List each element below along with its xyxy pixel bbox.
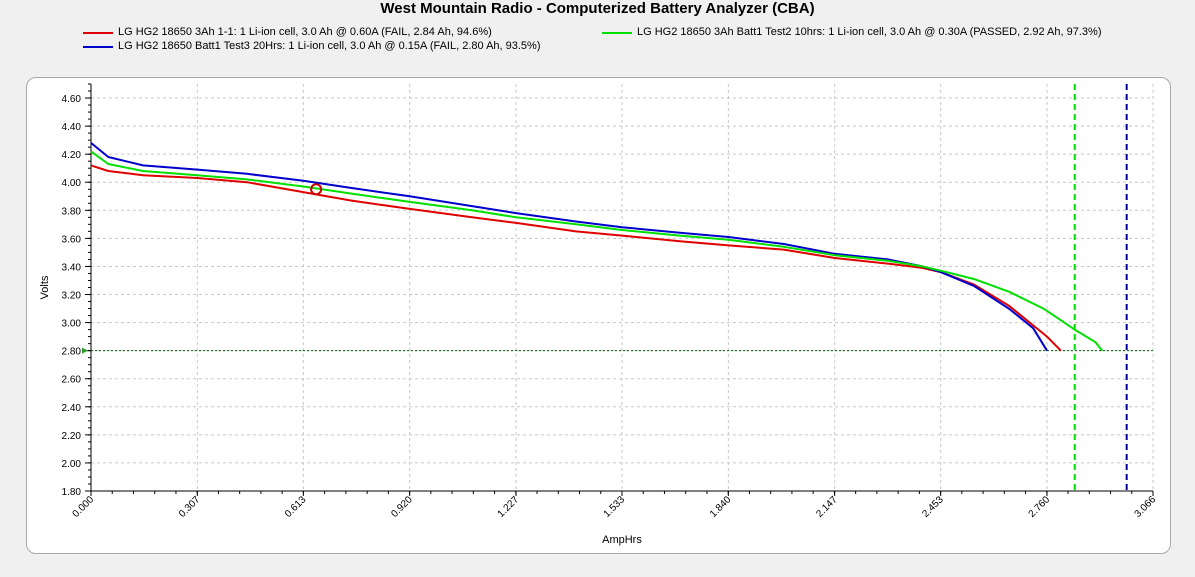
x-tick-label: 2.147 — [814, 494, 840, 520]
x-axis-title: AmpHrs — [602, 534, 642, 546]
legend-item-series-1: LG HG2 18650 3Ah 1-1: 1 Li-ion cell, 3.0… — [83, 26, 492, 39]
y-tick-label: 3.20 — [62, 291, 82, 302]
y-axis-title: Volts — [39, 275, 51, 299]
y-tick-label: 3.80 — [62, 206, 82, 217]
y-tick-label: 2.00 — [62, 459, 82, 470]
x-tick-label: 1.533 — [602, 494, 628, 520]
chart-title: West Mountain Radio - Computerized Batte… — [380, 0, 815, 17]
y-tick-label: 2.40 — [62, 403, 82, 414]
x-tick-label: 0.920 — [389, 494, 415, 520]
y-tick-label: 4.40 — [62, 122, 82, 133]
cutoff-arrow-icon[interactable] — [82, 347, 88, 354]
legend-swatch-red — [83, 31, 113, 34]
x-tick-label: 0.307 — [177, 494, 203, 520]
legend-swatch-green — [602, 31, 632, 34]
y-tick-label: 2.60 — [62, 375, 82, 386]
y-tick-label: 2.80 — [62, 347, 82, 358]
legend-item-series-3: LG HG2 18650 3Ah Batt1 Test2 10hrs: 1 Li… — [602, 26, 1101, 39]
y-tick-label: 4.60 — [62, 94, 82, 105]
legend-label-series-2: LG HG2 18650 Batt1 Test3 20Hrs: 1 Li-ion… — [118, 40, 541, 52]
y-tick-label: 1.80 — [62, 487, 82, 498]
legend-swatch-blue — [83, 45, 113, 48]
x-tick-label: 3.066 — [1133, 494, 1159, 520]
legend-item-series-2: LG HG2 18650 Batt1 Test3 20Hrs: 1 Li-ion… — [83, 40, 541, 53]
legend-label-series-1: LG HG2 18650 3Ah 1-1: 1 Li-ion cell, 3.0… — [118, 26, 492, 38]
series-line-3[interactable] — [90, 150, 1104, 352]
series-line-2[interactable] — [90, 142, 1048, 352]
cursor-marker[interactable] — [310, 183, 323, 196]
x-tick-label: 2.453 — [920, 494, 946, 520]
y-tick-label: 4.00 — [62, 178, 82, 189]
y-tick-label: 4.20 — [62, 150, 82, 161]
legend-label-series-3: LG HG2 18650 3Ah Batt1 Test2 10hrs: 1 Li… — [637, 26, 1102, 38]
chart-panel — [26, 77, 1171, 554]
y-tick-label: 3.00 — [62, 319, 82, 330]
x-tick-label: 1.840 — [708, 494, 734, 520]
y-tick-label: 3.60 — [62, 234, 82, 245]
series-line-1[interactable] — [90, 164, 1062, 352]
y-tick-label: 3.40 — [62, 262, 82, 273]
y-tick-label: 2.20 — [62, 431, 82, 442]
x-tick-label: 1.227 — [496, 494, 522, 520]
x-tick-label: 2.760 — [1027, 494, 1053, 520]
x-tick-label: 0.613 — [283, 494, 309, 520]
